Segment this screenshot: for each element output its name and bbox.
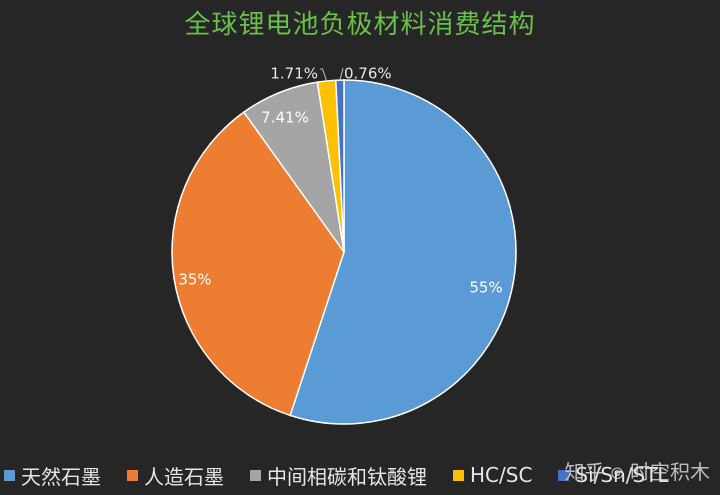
- data-label-hc-sc: 1.71%: [270, 65, 318, 83]
- legend-item-natural-graphite: 天然石墨: [4, 461, 101, 490]
- legend-swatch: [558, 469, 570, 481]
- leader-line: [339, 68, 344, 81]
- legend-label: Si/Sn/STL: [575, 463, 669, 487]
- legend: 天然石墨 人造石墨 中间相碳和钛酸锂 HC/SC Si/Sn/STL: [4, 461, 669, 490]
- watermark-author: 时空积木: [630, 460, 710, 484]
- pie-slice-natural-graphite: [289, 79, 517, 425]
- watermark: 知乎 ⦾ 时空积木: [564, 456, 710, 485]
- legend-label: 中间相碳和钛酸锂: [267, 464, 427, 489]
- data-label-mesophase-titanate: 7.41%: [261, 109, 309, 127]
- legend-item-hc-sc: HC/SC: [453, 463, 532, 487]
- data-label-natural-graphite: 55%: [469, 279, 502, 297]
- data-label-si-sn-stl: 0.76%: [344, 65, 392, 83]
- legend-label: 人造石墨: [144, 464, 224, 489]
- wechat-icon: ⦾: [610, 464, 624, 483]
- data-label-artificial-graphite: 35%: [178, 271, 211, 289]
- legend-swatch: [127, 469, 138, 481]
- chart-title: 全球锂电池负极材料消费结构: [184, 10, 536, 40]
- leader-line: [320, 68, 328, 82]
- pie-slice-artificial-graphite: [171, 111, 345, 417]
- watermark-site: 知乎: [564, 460, 605, 484]
- legend-item-artificial-graphite: 人造石墨: [127, 461, 224, 490]
- legend-swatch: [4, 469, 15, 481]
- legend-swatch: [250, 469, 261, 481]
- legend-label: HC/SC: [470, 463, 533, 487]
- legend-item-mesophase-titanate: 中间相碳和钛酸锂: [250, 461, 427, 490]
- legend-swatch: [453, 469, 464, 481]
- legend-item-si-sn-stl: Si/Sn/STL: [558, 463, 669, 487]
- legend-label: 天然石墨: [21, 464, 101, 489]
